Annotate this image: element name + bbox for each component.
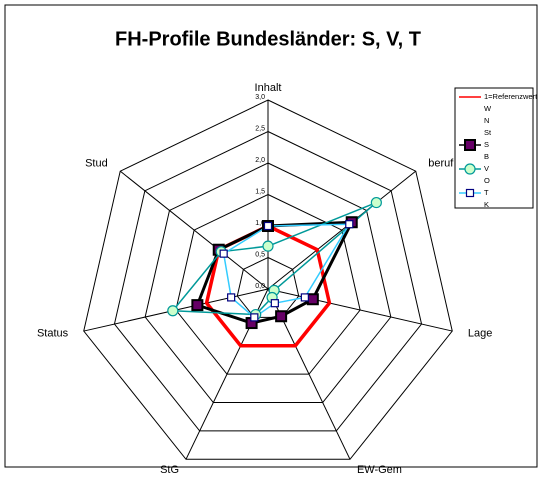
legend-label: K (484, 200, 489, 209)
point-marker (227, 293, 236, 302)
point-marker (167, 305, 179, 317)
grid-ring (175, 193, 361, 375)
category-label: EW-Gem (357, 464, 402, 476)
r-tick-label: 3,0 (255, 94, 265, 101)
point-marker (250, 313, 259, 322)
legend-label: S (484, 140, 489, 149)
point-marker (191, 299, 204, 312)
legend-label: St (484, 128, 492, 137)
grid-ring (83, 99, 453, 460)
legend-marker (465, 188, 475, 198)
legend-label: B (484, 152, 489, 161)
chart-frame (4, 4, 538, 468)
point-marker (270, 299, 279, 308)
legend-label: N (484, 116, 489, 125)
legend-marker (464, 163, 476, 175)
r-tick-label: 2,5 (255, 125, 265, 132)
r-tick-label: 0,0 (255, 283, 265, 290)
point-marker (262, 240, 274, 252)
legend-label: 1=Referenzwert (484, 92, 538, 101)
r-tick-label: 2,0 (255, 157, 265, 164)
series-line (222, 223, 351, 319)
category-label: StG (160, 464, 179, 476)
point-marker (263, 221, 273, 231)
legend-marker (464, 139, 476, 151)
grid-ring (113, 130, 423, 432)
series-line (172, 201, 378, 316)
legend-label: V (484, 164, 489, 173)
point-marker (275, 310, 288, 323)
grid-ring (144, 162, 392, 404)
chart-title: FH-Profile Bundesländer: S, V, T (115, 28, 421, 50)
category-label: Status (37, 328, 69, 340)
category-label: Stud (85, 158, 108, 170)
point-marker (345, 220, 354, 229)
r-tick-label: 0,5 (255, 251, 265, 258)
point-marker (306, 293, 319, 306)
legend-label: W (484, 104, 492, 113)
legend-label: O (484, 176, 490, 185)
category-label: Lage (468, 328, 492, 340)
point-marker (300, 293, 309, 302)
point-marker (370, 196, 382, 209)
r-tick-label: 1,5 (255, 188, 265, 195)
category-label: Inhalt (255, 82, 282, 94)
category-label: beruf (428, 158, 454, 170)
legend-label: T (484, 188, 489, 197)
r-tick-label: 1,0 (255, 220, 265, 227)
point-marker (219, 249, 228, 258)
